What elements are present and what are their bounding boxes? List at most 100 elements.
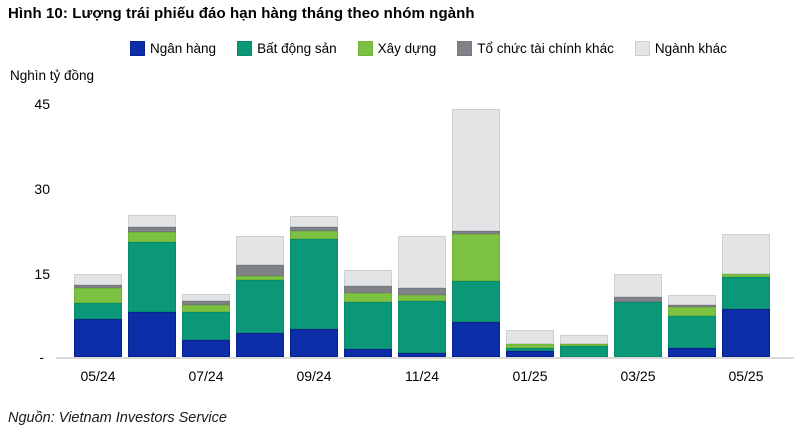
bar-segment: [182, 294, 230, 301]
bar-segment: [560, 346, 608, 357]
bar-segment: [290, 231, 338, 239]
bar-segment: [614, 296, 662, 302]
x-axis-label: [344, 368, 392, 384]
x-axis-label: 11/24: [405, 368, 439, 384]
bar-segment: [614, 301, 662, 357]
bar-segment: [668, 295, 716, 305]
plot-area: [62, 104, 774, 357]
bar-segment: [344, 349, 392, 357]
bar-segment: [74, 302, 122, 319]
x-axis-label: [128, 368, 176, 384]
bar-segment: [128, 226, 176, 233]
bar-segment: [398, 236, 446, 288]
bar-segment: [290, 216, 338, 228]
legend-label: Tổ chức tài chính khác: [477, 41, 614, 56]
x-axis-line: [56, 357, 794, 359]
bar-10-24: [344, 270, 392, 357]
bar-segment: [668, 304, 716, 307]
bar-segment: [236, 265, 284, 276]
legend-item-to-chuc-tai-chinh-khac: Tổ chức tài chính khác: [457, 41, 614, 56]
bar-segment: [506, 347, 554, 352]
legend-item-xay-dung: Xây dựng: [357, 41, 436, 56]
bar-segment: [452, 280, 500, 323]
bar-segment: [722, 234, 770, 274]
bar-segment: [398, 301, 446, 353]
bar-segment: [236, 280, 284, 333]
bar-07-24: [182, 294, 230, 357]
y-axis-tick-15: 15: [34, 266, 50, 282]
y-axis-tick-45: 45: [34, 96, 50, 112]
legend-label: Bất động sản: [257, 41, 337, 56]
x-axis-labels: 05/24 07/24 09/24 11/24 01/25 03/25 05/25: [74, 368, 770, 384]
x-axis-label: 03/25: [620, 368, 656, 384]
bar-segment: [560, 343, 608, 347]
legend-label: Ngành khác: [654, 41, 727, 56]
bar-segment: [722, 308, 770, 357]
bar-segment: [236, 332, 284, 357]
x-axis-label: [560, 368, 608, 384]
legend-item-nganh-khac: Ngành khác: [634, 41, 727, 56]
bar-segment: [182, 339, 230, 357]
bar-segment: [236, 236, 284, 266]
y-axis-tick-0: -: [39, 349, 44, 365]
bar-segment: [722, 277, 770, 309]
bar-09-24: [290, 216, 338, 357]
source-note: Nguồn: Vietnam Investors Service: [8, 410, 227, 426]
bar-segment: [614, 274, 662, 297]
legend-swatch-bat-dong-san-icon: [237, 41, 253, 56]
bar-segment: [668, 348, 716, 357]
legend-label: Ngân hàng: [150, 41, 217, 56]
bar-segment: [290, 227, 338, 232]
bar-segment: [506, 344, 554, 348]
x-axis-label: 05/25: [728, 368, 764, 384]
x-axis-label: 07/24: [188, 368, 224, 384]
bar-08-24: [236, 236, 284, 357]
x-axis-label: [236, 368, 284, 384]
bar-segment: [452, 108, 500, 231]
bar-segment: [74, 288, 122, 303]
x-axis-label: 01/25: [512, 368, 548, 384]
legend-item-ngan-hang: Ngân hàng: [130, 41, 216, 56]
bar-11-24: [398, 236, 446, 357]
bar-segment: [722, 273, 770, 278]
bar-segment: [128, 232, 176, 243]
bar-segment: [74, 273, 122, 285]
bar-segment: [128, 242, 176, 312]
bar-05-25: [722, 234, 770, 357]
y-axis-tick-30: 30: [34, 181, 50, 197]
bar-segment: [344, 292, 392, 303]
bar-05-24: [74, 273, 122, 357]
bar-segment: [182, 311, 230, 340]
bar-12-24: [452, 108, 500, 357]
x-axis-label: [452, 368, 500, 384]
bar-segment: [344, 286, 392, 293]
chart-legend: Ngân hàng Bất động sản Xây dựng Tổ chức …: [130, 41, 795, 56]
x-axis-label: 05/24: [80, 368, 116, 384]
bar-segment: [668, 316, 716, 348]
bar-segment: [74, 284, 122, 289]
legend-item-bat-dong-san: Bất động sản: [237, 41, 337, 56]
bar-segment: [128, 312, 176, 357]
legend-swatch-ngan-hang-icon: [130, 41, 145, 56]
x-axis-label: 09/24: [296, 368, 332, 384]
bar-segment: [452, 234, 500, 281]
bars-container: [74, 108, 770, 357]
legend-swatch-to-chuc-tai-chinh-khac-icon: [457, 41, 473, 56]
bar-01-25: [506, 330, 554, 357]
bar-segment: [344, 270, 392, 287]
bar-segment: [74, 318, 122, 357]
bar-segment: [506, 330, 554, 345]
bar-segment: [344, 302, 392, 350]
bar-segment: [182, 300, 230, 306]
bar-03-25: [614, 274, 662, 357]
bar-segment: [398, 287, 446, 295]
bar-segment: [128, 214, 176, 227]
bar-segment: [506, 351, 554, 357]
bar-segment: [452, 230, 500, 235]
bar-segment: [668, 307, 716, 316]
bar-segment: [290, 328, 338, 357]
bar-segment: [290, 238, 338, 329]
bar-segment: [398, 352, 446, 357]
y-axis-unit-label: Nghìn tỷ đồng: [10, 68, 95, 83]
bar-06-24: [128, 214, 176, 357]
